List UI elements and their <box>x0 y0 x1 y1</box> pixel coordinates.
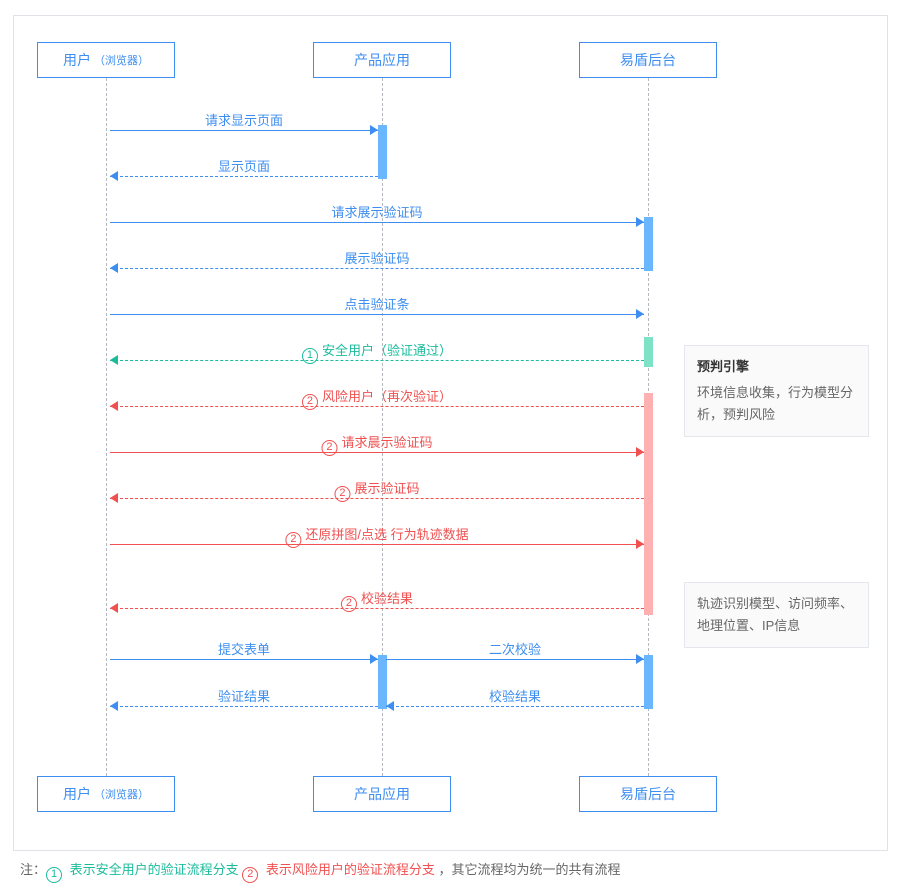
message-label: 提交表单 <box>218 639 270 658</box>
actor-backend: 易盾后台 <box>579 42 717 78</box>
arrow-head-icon <box>110 701 118 711</box>
arrow-head-icon <box>110 263 118 273</box>
annotation-note: 预判引擎环境信息收集，行为模型分析，预判风险 <box>684 345 869 437</box>
message-label: 展示验证码 <box>344 248 409 267</box>
arrow-head-icon <box>636 217 644 227</box>
message-label: 2校验结果 <box>341 588 413 612</box>
message-label: 2还原拼图/点选 行为轨迹数据 <box>285 524 468 548</box>
message-label: 点击验证条 <box>344 294 409 313</box>
arrow-head-icon <box>386 701 394 711</box>
arrow-head-icon <box>110 355 118 365</box>
actor-user: 用户（浏览器） <box>37 42 175 78</box>
arrow-head-icon <box>636 447 644 457</box>
arrow-head-icon <box>110 171 118 181</box>
message-arrow <box>110 130 378 131</box>
arrow-head-icon <box>636 539 644 549</box>
message-arrow <box>110 659 378 660</box>
message-arrow <box>110 268 644 269</box>
message-label: 显示页面 <box>218 156 270 175</box>
lifeline-user <box>106 78 107 776</box>
message-arrow <box>386 706 644 707</box>
arrow-head-icon <box>110 493 118 503</box>
message-arrow <box>110 314 644 315</box>
message-arrow <box>110 706 378 707</box>
annotation-note: 轨迹识别模型、访问频率、地理位置、IP信息 <box>684 582 869 648</box>
message-label: 2展示验证码 <box>334 478 419 502</box>
message-label: 请求展示验证码 <box>331 202 422 221</box>
message-label: 二次校验 <box>489 639 541 658</box>
arrow-head-icon <box>370 125 378 135</box>
message-label: 1安全用户（验证通过） <box>302 340 452 364</box>
activation-bar <box>644 337 653 367</box>
message-label: 校验结果 <box>489 686 541 705</box>
activation-bar <box>644 655 653 709</box>
message-arrow <box>386 659 644 660</box>
message-arrow <box>110 176 378 177</box>
diagram-stage: 用户（浏览器）产品应用易盾后台用户（浏览器）产品应用易盾后台请求显示页面显示页面… <box>0 0 900 893</box>
arrow-head-icon <box>370 654 378 664</box>
activation-bar <box>644 217 653 271</box>
message-label: 请求显示页面 <box>205 110 283 129</box>
message-label: 2风险用户（再次验证） <box>302 386 452 410</box>
actor-app: 产品应用 <box>313 42 451 78</box>
message-label: 验证结果 <box>218 686 270 705</box>
message-arrow <box>110 222 644 223</box>
arrow-head-icon <box>110 603 118 613</box>
arrow-head-icon <box>636 654 644 664</box>
activation-bar <box>378 125 387 179</box>
message-label: 2请求晨示验证码 <box>321 432 432 456</box>
actor-app: 产品应用 <box>313 776 451 812</box>
actor-user: 用户（浏览器） <box>37 776 175 812</box>
arrow-head-icon <box>636 309 644 319</box>
legend-footer: 注：1 表示安全用户的验证流程分支 2 表示风险用户的验证流程分支 ，其它流程均… <box>20 859 621 883</box>
activation-bar <box>644 393 653 615</box>
actor-backend: 易盾后台 <box>579 776 717 812</box>
arrow-head-icon <box>110 401 118 411</box>
